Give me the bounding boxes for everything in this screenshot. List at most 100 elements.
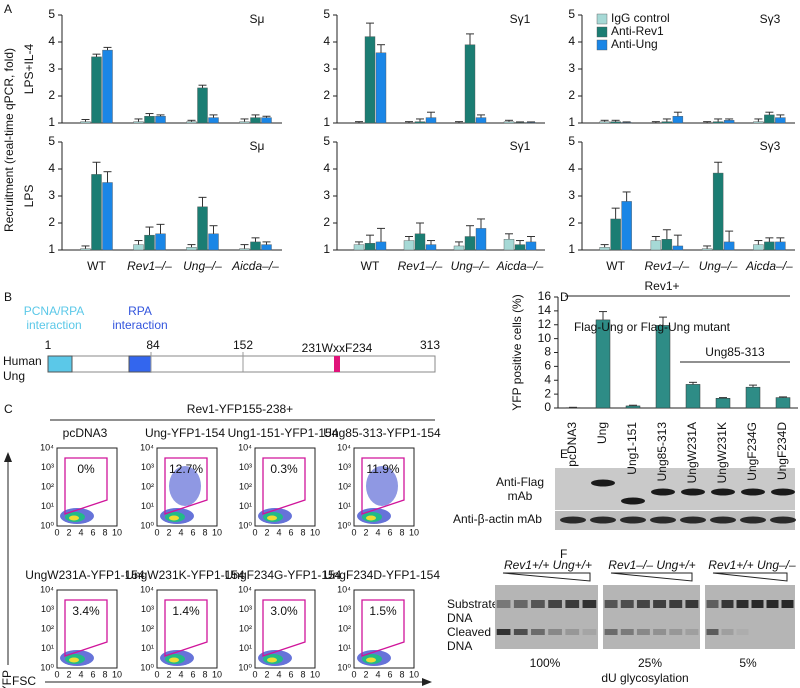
y-tick-label: 5 (323, 134, 330, 148)
domain-label: RPA (128, 304, 152, 318)
gel-band (721, 629, 734, 635)
y-tick-label: 10⁰ (337, 662, 351, 672)
domain-label: interaction (26, 318, 81, 332)
gel-band (721, 600, 734, 608)
y-tick-label: 10⁰ (337, 520, 351, 530)
bar (414, 121, 426, 124)
protein-label: Human (3, 354, 42, 368)
x-tick-label: 4 (276, 669, 281, 679)
gel-band (706, 629, 719, 635)
gel-band (565, 600, 580, 608)
bar (525, 122, 537, 124)
y-tick-label: 5 (568, 134, 575, 148)
y-tick-label: 10⁰ (238, 662, 252, 672)
row-label: LPS (22, 185, 36, 208)
bar (91, 174, 102, 251)
y-tick-label: 10³ (338, 462, 351, 472)
blot-band (741, 488, 765, 496)
x-tick-label: 4 (276, 527, 281, 537)
bar (621, 122, 632, 124)
bar (610, 218, 621, 251)
y-tick-label: 4 (323, 161, 330, 175)
gel-band (620, 629, 634, 635)
gel-band (531, 629, 545, 635)
y-tick-label: 14 (538, 303, 552, 317)
bar (672, 245, 684, 251)
bar (610, 121, 621, 124)
plot-title: UngW231K-YFP1-154 (125, 568, 245, 582)
chart-title: Sγ1 (510, 12, 531, 26)
x-tick-label: 2 (264, 527, 269, 537)
bar (239, 121, 250, 124)
legend-label: IgG control (611, 11, 670, 25)
bar (503, 121, 515, 124)
x-tick-label: 0 (252, 669, 257, 679)
chart-title: Sγ3 (760, 139, 781, 153)
x-tick-label: 10 (310, 669, 320, 679)
bar (745, 386, 761, 409)
x-tick-label: Rev1–/– (645, 259, 690, 273)
bar (186, 121, 197, 124)
bar (464, 44, 476, 124)
gate-percent: 3.0% (270, 604, 298, 618)
chart-title: Sγ3 (760, 12, 781, 26)
gate-percent: 1.4% (172, 604, 200, 618)
gel-band (582, 629, 597, 635)
x-tick-label: 8 (102, 669, 107, 679)
x-tick-label: 6 (90, 527, 95, 537)
y-tick-label: 6 (544, 359, 551, 373)
band-label: Cleaved (447, 625, 491, 639)
x-tick-label: 2 (264, 669, 269, 679)
axis-label: YFP (0, 670, 14, 688)
annotation: Flag-Ung or Flag-Ung mutant (574, 320, 731, 334)
y-tick-label: 3 (48, 61, 55, 75)
bar (353, 244, 365, 251)
x-tick-label: 4 (375, 669, 380, 679)
x-tick-label: 10 (409, 669, 419, 679)
y-tick-label: 1 (323, 242, 330, 256)
bar (661, 238, 673, 251)
position-label: 313 (420, 338, 440, 352)
bar (503, 238, 515, 251)
y-tick-label: 10¹ (141, 501, 154, 511)
blot-band (681, 488, 705, 496)
y-tick-label: 10² (41, 623, 54, 633)
y-tick-label: 10³ (239, 604, 252, 614)
x-tick-label: 6 (387, 527, 392, 537)
lane-header: Rev1–/– Ung+/+ (608, 558, 695, 572)
bar (102, 49, 113, 124)
bar (775, 117, 786, 124)
gel (603, 585, 700, 649)
y-tick-label: 4 (48, 34, 55, 48)
lane-header: Rev1+/+ Ung+/+ (504, 558, 592, 572)
y-tick-label: 10¹ (41, 643, 54, 653)
y-tick-label: 10¹ (239, 501, 252, 511)
x-tick-label: 8 (399, 669, 404, 679)
chart-title: Sγ1 (510, 139, 531, 153)
gel-band (636, 629, 650, 635)
x-tick-label: UngW231K (715, 422, 729, 483)
bar (208, 233, 219, 251)
gel (705, 585, 795, 649)
bar (197, 206, 208, 251)
x-tick-label: 8 (300, 669, 305, 679)
bar (261, 244, 272, 251)
gate-percent: 0% (77, 462, 95, 476)
bar (775, 241, 786, 251)
gel (495, 585, 598, 649)
plot-title: UngW231A-YFP1-154 (25, 568, 145, 582)
x-tick-label: 0 (54, 669, 59, 679)
y-tick-label: 1 (323, 115, 330, 129)
cell-cloud (169, 657, 179, 663)
x-tick-label: 10 (212, 669, 222, 679)
y-tick-label: 2 (48, 88, 55, 102)
x-tick-label: 0 (154, 669, 159, 679)
x-tick-label: 4 (178, 527, 183, 537)
y-tick-label: 10⁴ (238, 442, 252, 452)
cell-cloud (169, 466, 201, 506)
x-tick-label: WT (361, 259, 380, 273)
blot-band (621, 497, 645, 505)
y-tick-label: 10⁰ (140, 520, 154, 530)
y-tick-label: 10³ (41, 462, 54, 472)
